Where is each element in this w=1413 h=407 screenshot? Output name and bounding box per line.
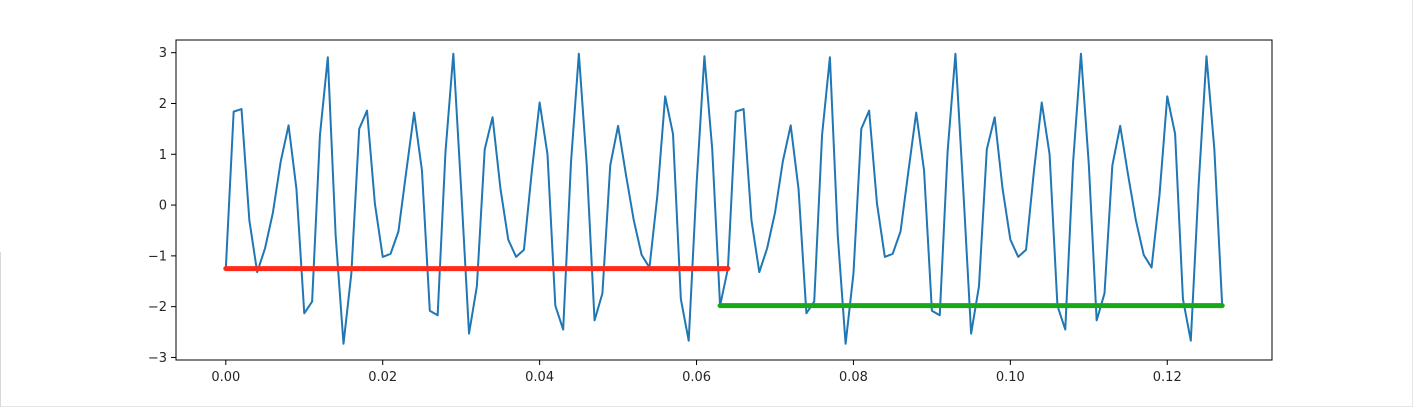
y-axis: 3 2 1 0 −1 −2 −3: [148, 46, 176, 366]
series-line-0: [224, 52, 1224, 345]
segment-layer: [223, 266, 1225, 309]
y-tick-label: 3: [159, 46, 167, 61]
left-edge-line: [0, 252, 1, 407]
y-tick-label: −1: [148, 249, 167, 264]
y-tick-label: 2: [159, 97, 167, 112]
x-axis: 0.00 0.02 0.04 0.06 0.08 0.10 0.12: [211, 360, 1182, 385]
x-tick-label: 0.08: [839, 370, 868, 385]
axes-frame: [175, 39, 1273, 361]
x-tick-label: 0.06: [682, 370, 711, 385]
x-tick-label: 0.00: [211, 370, 240, 385]
x-tick-label: 0.12: [1153, 370, 1182, 385]
y-tick-label: −2: [148, 300, 167, 315]
x-tick-label: 0.04: [525, 370, 554, 385]
series-layer: [224, 52, 1224, 345]
y-tick-label: 1: [159, 148, 167, 163]
y-tick-label: 0: [159, 199, 167, 214]
x-tick-label: 0.02: [368, 370, 397, 385]
y-tick-label: −3: [148, 351, 167, 366]
x-tick-label: 0.10: [996, 370, 1025, 385]
